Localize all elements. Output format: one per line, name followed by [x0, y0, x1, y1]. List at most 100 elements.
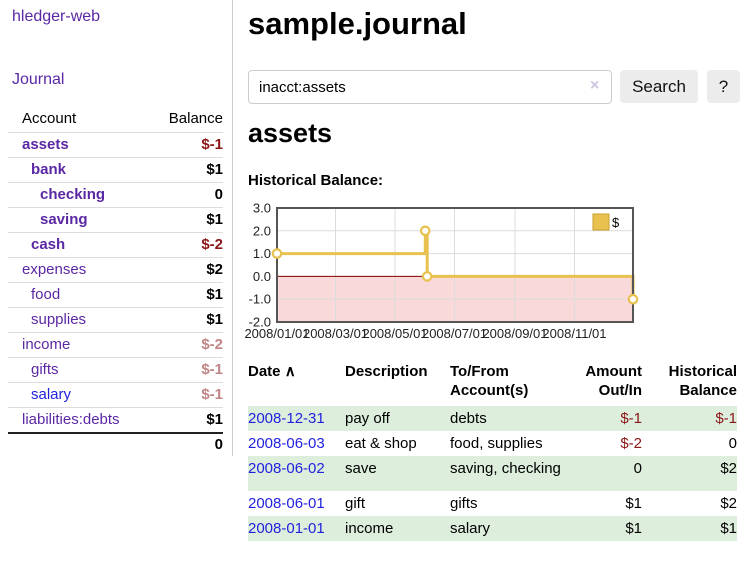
transaction-balance: $-1 — [715, 410, 737, 427]
account-balance: $1 — [152, 407, 223, 434]
transaction-balance: $2 — [720, 495, 737, 512]
account-row-supplies: supplies $1 — [8, 307, 223, 333]
accounts-header-row: Account Balance — [8, 106, 223, 133]
svg-text:-1.0: -1.0 — [249, 292, 271, 307]
transaction-date-link[interactable]: 2008-01-01 — [248, 520, 325, 537]
account-balance: $1 — [152, 157, 223, 183]
account-row-bank: bank $1 — [8, 157, 223, 183]
account-link-food[interactable]: food — [31, 286, 61, 303]
account-link-supplies[interactable]: supplies — [31, 311, 87, 328]
column-header-accounts: To/From Account(s) — [450, 363, 529, 399]
account-balance: $-1 — [152, 132, 223, 158]
register-row: 2008-01-01 income salary $1 $1 — [248, 516, 737, 541]
register-header-row: Date ∧ Description To/From Account(s) Am… — [248, 362, 737, 406]
svg-text:2.0: 2.0 — [253, 223, 271, 238]
transaction-amount: $-2 — [620, 435, 642, 452]
historical-balance-chart: 3.0 2.0 1.0 0.0 -1.0 -2.0 2008/01/01 2008/03/01… — [240, 198, 642, 350]
account-page-title: assets — [248, 118, 333, 148]
accounts-total-value: 0 — [152, 432, 223, 457]
transaction-description: eat & shop — [345, 435, 417, 452]
account-link-expenses[interactable]: expenses — [22, 261, 87, 278]
account-link-saving[interactable]: saving — [40, 211, 88, 228]
search-form: × Search ? — [248, 70, 742, 104]
transaction-date-link[interactable]: 2008-06-02 — [248, 460, 325, 477]
transaction-date-link[interactable]: 2008-06-03 — [248, 435, 325, 452]
svg-text:2008/05/01: 2008/05/01 — [362, 326, 427, 341]
account-row-expenses: expenses $2 — [8, 257, 223, 283]
account-balance: $1 — [152, 282, 223, 308]
register-row: 2008-06-01 gift gifts $1 $2 — [248, 491, 737, 516]
transaction-date-link[interactable]: 2008-12-31 — [248, 410, 325, 427]
svg-text:2008/01/01: 2008/01/01 — [244, 326, 309, 341]
transaction-balance: $2 — [720, 460, 737, 477]
clear-search-icon[interactable]: × — [590, 77, 600, 94]
search-input[interactable] — [248, 70, 612, 104]
transaction-accounts: gifts — [450, 495, 478, 512]
search-button[interactable]: Search — [620, 70, 698, 103]
column-header-balance: Historical Balance — [668, 363, 737, 399]
register-row: 2008-12-31 pay off debts $-1 $-1 — [248, 406, 737, 431]
transaction-balance: $1 — [720, 520, 737, 537]
transaction-balance: 0 — [728, 435, 737, 452]
account-balance: $2 — [152, 257, 223, 283]
account-balance: $-2 — [152, 332, 223, 358]
svg-text:-2.0: -2.0 — [249, 315, 271, 330]
account-link-income[interactable]: income — [22, 336, 71, 353]
transaction-amount: $1 — [625, 495, 642, 512]
accounts-header-account: Account — [8, 106, 153, 133]
sidebar: hledger-web Journal Account Balance asse… — [0, 0, 233, 457]
account-row-saving: saving $1 — [8, 207, 223, 233]
account-balance: $1 — [152, 207, 223, 233]
transaction-accounts: saving, checking — [450, 460, 561, 477]
app-title-link[interactable]: hledger-web — [12, 8, 101, 25]
date-header-label: Date — [248, 363, 281, 380]
transaction-amount: 0 — [633, 460, 642, 477]
account-row-cash: cash $-2 — [8, 232, 223, 258]
account-row-gifts: gifts $-1 — [8, 357, 223, 383]
account-link-liabilities-debts[interactable]: liabilities:debts — [22, 411, 120, 428]
register-row: 2008-06-02 save saving, checking 0 $2 — [248, 456, 737, 491]
account-link-bank[interactable]: bank — [31, 161, 67, 178]
account-row-liabilities-debts: liabilities:debts $1 — [8, 407, 223, 434]
accounts-total-row: 0 — [8, 432, 223, 457]
account-balance: $-2 — [152, 232, 223, 258]
transaction-description: pay off — [345, 410, 390, 427]
svg-text:2008/09/01: 2008/09/01 — [482, 326, 547, 341]
account-row-salary: salary $-1 — [8, 382, 223, 408]
transaction-description: income — [345, 520, 394, 537]
svg-text:$: $ — [612, 215, 620, 230]
column-header-date[interactable]: Date ∧ — [248, 362, 345, 406]
register-table: Date ∧ Description To/From Account(s) Am… — [248, 362, 737, 541]
account-balance: 0 — [152, 182, 223, 208]
sidebar-item-journal[interactable]: Journal — [12, 71, 65, 88]
transaction-description: save — [345, 460, 377, 477]
balance-chart-svg: 3.0 2.0 1.0 0.0 -1.0 -2.02008/01/012008/03/01… — [244, 201, 639, 341]
account-link-checking[interactable]: checking — [40, 186, 106, 203]
account-link-gifts[interactable]: gifts — [31, 361, 59, 378]
transaction-date-link[interactable]: 2008-06-01 — [248, 495, 325, 512]
column-header-amount: Amount Out/In — [585, 363, 642, 399]
account-balance: $-1 — [152, 382, 223, 408]
accounts-header-balance: Balance — [152, 106, 223, 133]
account-balance: $1 — [152, 307, 223, 333]
svg-text:0.0: 0.0 — [253, 269, 271, 284]
help-button[interactable]: ? — [707, 70, 740, 103]
accounts-table: Account Balance assets $-1 bank $1 check… — [8, 106, 223, 457]
transaction-accounts: debts — [450, 410, 487, 427]
svg-text:1.0: 1.0 — [253, 246, 271, 261]
account-link-salary[interactable]: salary — [31, 386, 72, 403]
account-row-food: food $1 — [8, 282, 223, 308]
account-balance: $-1 — [152, 357, 223, 383]
account-link-assets[interactable]: assets — [22, 136, 69, 153]
transaction-accounts: food, supplies — [450, 435, 543, 452]
register-row: 2008-06-03 eat & shop food, supplies $-2… — [248, 431, 737, 456]
svg-text:3.0: 3.0 — [253, 201, 271, 216]
transaction-accounts: salary — [450, 520, 491, 537]
page-title: sample.journal — [248, 6, 467, 41]
transaction-amount: $-1 — [620, 410, 642, 427]
sort-asc-icon: ∧ — [284, 363, 296, 380]
account-row-income: income $-2 — [8, 332, 223, 358]
account-link-cash[interactable]: cash — [31, 236, 66, 253]
column-header-description: Description — [345, 363, 428, 380]
svg-text:2008/03/01: 2008/03/01 — [303, 326, 368, 341]
